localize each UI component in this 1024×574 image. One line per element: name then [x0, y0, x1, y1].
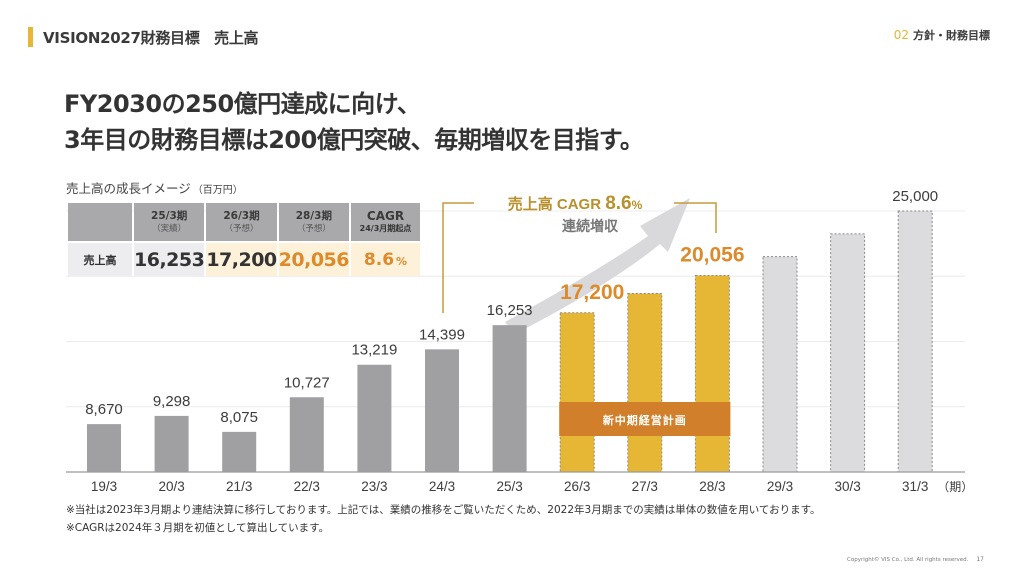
summary-table-value-row: 売上高 16,253 17,200 20,056 8.6%: [68, 243, 420, 276]
summary-table-header-row: 25/3期 （実績） 26/3期 （予想） 28/3期 （予想） CAGR 24/3月期…: [68, 203, 420, 241]
header-cell: 25/3期 （実績）: [134, 203, 205, 241]
bar-22-3: [289, 397, 324, 472]
footnote: ※当社は2023年3月期より連結決算に移行しております。上記では、業績の推移をご…: [66, 504, 821, 516]
value-label: 13,219: [351, 342, 397, 359]
header-sublabel: （予想）: [224, 223, 259, 234]
cagr-annotation: 売上高 CAGR 8.6%: [508, 193, 643, 214]
value-cell: 16,253: [134, 243, 205, 276]
bar-25-3: [492, 325, 527, 472]
value-label: 10,727: [284, 374, 330, 391]
footnotes: ※当社は2023年3月期より連結決算に移行しております。上記では、業績の推移をご…: [66, 501, 821, 537]
value-label: 8,670: [85, 401, 123, 418]
cagr-value-cell: 8.6%: [350, 243, 420, 276]
bar-19-3: [87, 424, 121, 472]
header-accent-bar: [28, 27, 33, 47]
x-unit-label: （期）: [937, 480, 973, 494]
x-tick-label: 25/3: [496, 479, 522, 494]
header-label: CAGR: [366, 208, 405, 223]
x-tick-label: 22/3: [294, 479, 320, 494]
bar-26-3: [559, 312, 595, 473]
header-cell: CAGR 24/3月期起点: [350, 203, 420, 241]
cagr-bracket-left: [442, 202, 474, 313]
header-label: 28/3期: [295, 209, 332, 222]
x-tick-label: 21/3: [226, 479, 252, 494]
value-label: 17,200: [560, 281, 624, 304]
header-cell-empty: [68, 203, 132, 241]
row-label: 売上高: [68, 243, 132, 276]
growth-arrow-icon: [505, 198, 690, 334]
header-label: 26/3期: [223, 209, 260, 222]
caption-unit: （百万円）: [192, 185, 243, 196]
bar-21-3: [222, 431, 257, 472]
summary-table: 25/3期 （実績） 26/3期 （予想） 28/3期 （予想） CAGR 24/3月期…: [66, 201, 422, 278]
x-tick-label: 28/3: [699, 479, 725, 494]
footnote: ※CAGRは2024年３月期を初値として算出しています。: [66, 522, 330, 534]
headline-line-1: FY2030の250億円達成に向け、: [64, 90, 421, 118]
x-tick-label: 24/3: [429, 479, 455, 494]
section-label: 方針・財務目標: [913, 29, 990, 42]
header-cell: 28/3期 （予想）: [278, 203, 349, 241]
bar-28-3: [694, 275, 730, 473]
headline-line-2: 3年目の財務目標は200億円突破、毎期増収を目指す。: [64, 126, 644, 154]
growth-label: 連続増収: [562, 218, 619, 234]
x-tick-label: 19/3: [91, 479, 117, 494]
bar-23-3: [357, 364, 392, 472]
bar-20-3: [154, 415, 189, 472]
page-title: VISION2027財務目標 売上高: [43, 29, 259, 47]
value-cell: 20,056: [278, 243, 349, 276]
plan-band-label: 新中期経営計画: [603, 413, 687, 427]
header-sublabel: （実績）: [152, 223, 187, 234]
x-tick-label: 27/3: [632, 479, 658, 494]
summary-table-caption: 売上高の成長イメージ （百万円）: [66, 178, 243, 197]
bar-31-3: [897, 210, 933, 473]
bar-30-3: [830, 233, 866, 473]
value-label: 9,298: [153, 393, 191, 410]
x-tick-label: 29/3: [767, 479, 793, 494]
page-number: 17: [976, 556, 984, 563]
value-label: 8,075: [220, 409, 258, 426]
headline: FY2030の250億円達成に向け、 3年目の財務目標は200億円突破、毎期増収…: [64, 86, 644, 158]
bar-27-3: [627, 293, 663, 473]
x-tick-label: 23/3: [361, 479, 387, 494]
bar-29-3: [762, 256, 798, 473]
cagr-bracket-right: [674, 202, 717, 233]
section-indicator: 02 方針・財務目標: [894, 27, 990, 43]
value-label: 25,000: [892, 188, 938, 205]
section-number: 02: [893, 28, 909, 42]
header-label: 25/3期: [151, 209, 188, 222]
cagr-annotation-label: 売上高 CAGR: [508, 195, 606, 213]
bar-24-3: [425, 349, 459, 472]
header-sublabel: 24/3月期起点: [359, 223, 412, 233]
value-cell: 17,200: [206, 243, 277, 276]
plan-band: [559, 402, 731, 436]
value-label: 20,056: [680, 244, 744, 267]
caption-text: 売上高の成長イメージ: [66, 181, 191, 196]
x-tick-label: 26/3: [564, 479, 590, 494]
cagr-annotation-value: 8.6: [605, 193, 631, 214]
cagr-value: 8.6: [363, 249, 395, 270]
copyright: Copyright© VIS Co., Ltd. All rights rese…: [847, 557, 969, 563]
value-label: 14,399: [419, 326, 465, 343]
x-tick-label: 20/3: [158, 479, 184, 494]
x-tick-label: 30/3: [834, 479, 860, 494]
header-cell: 26/3期 （予想）: [206, 203, 277, 241]
cagr-annotation-pct: %: [632, 198, 643, 212]
footer: Copyright© VIS Co., Ltd. All rights rese…: [847, 556, 984, 563]
header-sublabel: （予想）: [296, 223, 331, 234]
percent-sign: %: [396, 254, 408, 268]
x-tick-label: 31/3: [902, 479, 928, 494]
value-label: 16,253: [487, 302, 533, 319]
